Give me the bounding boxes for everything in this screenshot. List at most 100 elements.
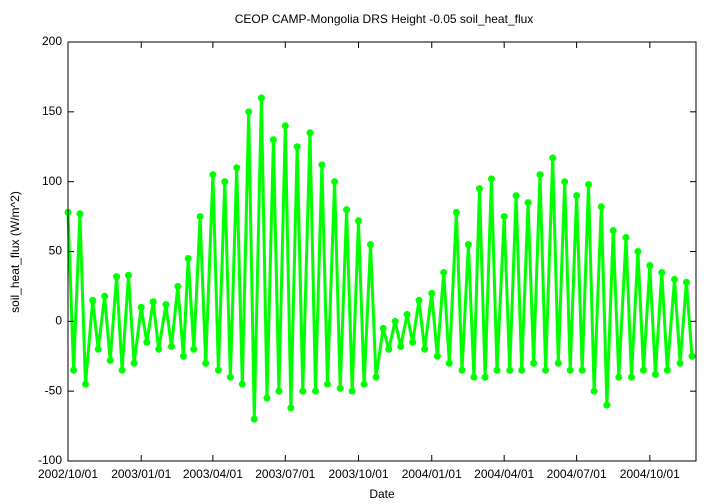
data-point	[391, 317, 399, 325]
data-point	[287, 404, 295, 412]
data-point	[476, 185, 484, 193]
data-point	[573, 192, 581, 200]
data-point	[323, 380, 331, 388]
data-point	[293, 143, 301, 151]
data-point	[487, 175, 495, 183]
data-point	[518, 366, 526, 374]
data-point	[124, 271, 132, 279]
data-point	[209, 171, 217, 179]
data-point	[336, 384, 344, 392]
x-tick-label: 2003/07/01	[255, 467, 315, 481]
data-point	[214, 366, 222, 374]
data-point	[452, 208, 460, 216]
data-point	[312, 387, 320, 395]
data-point	[281, 122, 289, 130]
data-point	[415, 296, 423, 304]
x-tick-label: 2003/01/01	[111, 467, 171, 481]
data-point	[318, 161, 326, 169]
data-point	[118, 366, 126, 374]
data-point	[331, 178, 339, 186]
y-axis-label: soil_heat_flux (W/m^2)	[8, 191, 22, 313]
data-point	[299, 387, 307, 395]
y-tick-label: 200	[42, 34, 62, 48]
x-tick-label: 2004/10/01	[620, 467, 680, 481]
data-point	[348, 387, 356, 395]
data-point	[609, 227, 617, 235]
data-point	[433, 352, 441, 360]
data-point	[238, 380, 246, 388]
data-point	[89, 296, 97, 304]
data-point	[379, 324, 387, 332]
x-tick-label: 2003/10/01	[328, 467, 388, 481]
data-point	[355, 217, 363, 225]
y-tick-label: 50	[49, 244, 63, 258]
data-point	[269, 136, 277, 144]
y-tick-label: -100	[38, 453, 62, 467]
data-point	[372, 373, 380, 381]
axes: -100 -50 0 50 100 150 200 2002/10/01 2003/01/01 2…	[38, 34, 696, 481]
y-tick-label: 100	[42, 174, 62, 188]
data-point	[549, 154, 557, 162]
data-point	[512, 192, 520, 200]
x-tick-label: 2004/07/01	[547, 467, 607, 481]
data-point	[403, 310, 411, 318]
data-point	[202, 359, 210, 367]
data-point	[106, 356, 114, 364]
data-point	[360, 380, 368, 388]
data-point	[226, 373, 234, 381]
data-point	[458, 366, 466, 374]
data-point	[143, 338, 151, 346]
data-point	[554, 359, 562, 367]
data-point	[94, 345, 102, 353]
data-point	[137, 303, 145, 311]
data-point	[470, 373, 478, 381]
data-point	[343, 206, 351, 214]
data-point	[651, 370, 659, 378]
x-tick-label: 2004/01/01	[402, 467, 462, 481]
data-point	[615, 373, 623, 381]
data-point	[682, 278, 690, 286]
data-point	[196, 213, 204, 221]
y-tick-label: -50	[45, 383, 63, 397]
data-point	[634, 248, 642, 255]
data-point	[578, 366, 586, 374]
chart-title: CEOP CAMP-Mongolia DRS Height -0.05 soil…	[235, 12, 534, 26]
data-point	[663, 366, 671, 374]
data-point	[409, 338, 417, 346]
data-point	[628, 373, 636, 381]
data-point	[688, 352, 696, 360]
data-point	[82, 380, 90, 388]
data-point	[167, 342, 175, 350]
data-point	[646, 261, 654, 269]
data-point	[385, 345, 393, 353]
data-point	[257, 94, 265, 102]
data-point	[671, 275, 679, 283]
data-point	[603, 401, 611, 409]
x-tick-label: 2002/10/01	[38, 467, 98, 481]
data-point	[275, 387, 283, 395]
data-point	[590, 387, 598, 395]
data-point	[421, 345, 429, 353]
data-point	[233, 164, 241, 172]
data-point	[506, 366, 514, 374]
data-point	[597, 203, 605, 211]
data-point	[263, 394, 271, 402]
data-point	[149, 298, 157, 306]
data-point	[566, 366, 574, 374]
data-point	[245, 108, 253, 116]
data-point	[481, 373, 489, 381]
data-point	[464, 241, 472, 249]
x-axis-label: Date	[369, 487, 395, 501]
y-tick-label: 150	[42, 104, 62, 118]
data-point	[622, 234, 630, 242]
data-point	[250, 415, 258, 423]
data-point	[676, 359, 684, 367]
data-point	[221, 178, 229, 186]
data-point	[536, 171, 544, 179]
data-point	[306, 129, 314, 137]
data-point	[366, 241, 374, 249]
data-point	[585, 180, 593, 188]
data-point	[524, 199, 532, 207]
data-point	[190, 345, 198, 353]
